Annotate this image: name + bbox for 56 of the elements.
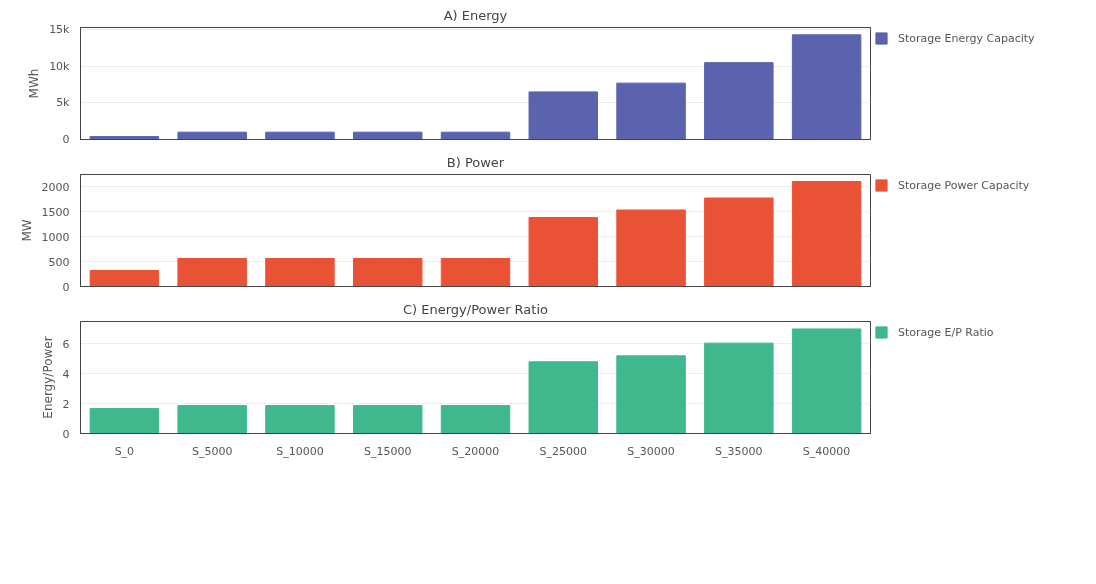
chart-title: A) Energy: [443, 7, 508, 23]
y-axis-title: Energy/Power: [40, 336, 55, 419]
y-tick-label: 15k: [49, 23, 71, 37]
bar: [528, 361, 599, 434]
x-tick-label: S_15000: [363, 444, 412, 458]
bar: [352, 131, 423, 140]
x-tick-label: S_25000: [539, 444, 588, 458]
bar: [616, 355, 686, 434]
bar: [177, 258, 247, 287]
bar: [265, 258, 335, 287]
x-tick-label: S_35000: [715, 444, 763, 458]
y-tick-label: 2000: [41, 180, 70, 194]
x-tick-label: S_5000: [191, 444, 233, 458]
x-tick-label: S_40000: [802, 444, 851, 458]
y-tick-label: 2: [62, 397, 70, 411]
bar: [177, 131, 247, 140]
bar: [704, 62, 774, 140]
y-tick-label: 1500: [41, 205, 70, 219]
y-tick-label: 0: [62, 280, 70, 294]
y-axis-title: MWh: [27, 68, 42, 99]
x-tick-label: S_30000: [627, 444, 675, 458]
bar: [440, 405, 511, 434]
y-tick-label: 10k: [49, 59, 71, 73]
legend-label: Storage Power Capacity: [898, 178, 1030, 192]
chart-title: B) Power: [446, 154, 505, 170]
bar: [89, 408, 160, 434]
x-tick-label: S_20000: [451, 444, 500, 458]
bar: [177, 405, 247, 434]
y-tick-label: 5k: [56, 96, 71, 110]
bar: [616, 82, 686, 140]
y-tick-label: 500: [48, 255, 70, 269]
bar: [528, 91, 599, 140]
y-tick-label: 4: [62, 367, 70, 381]
bar: [704, 197, 774, 287]
bar: [528, 217, 599, 287]
bar: [791, 34, 862, 140]
bar: [616, 209, 686, 287]
bar: [791, 328, 862, 434]
bar: [791, 181, 862, 287]
x-tick-label: S_0: [114, 444, 135, 458]
bar: [440, 258, 511, 287]
bar: [265, 131, 335, 140]
y-tick-label: 0: [62, 427, 70, 441]
legend-label: Storage E/P Ratio: [898, 325, 994, 339]
y-tick-label: 6: [62, 337, 70, 351]
bar: [704, 342, 774, 434]
bar: [89, 270, 160, 287]
x-tick-label: S_10000: [276, 444, 324, 458]
legend-label: Storage Energy Capacity: [898, 31, 1035, 45]
y-tick-label: 0: [62, 133, 70, 146]
bar: [352, 258, 423, 287]
bar: [352, 405, 423, 434]
y-axis-title: MW: [19, 219, 34, 242]
chart-title: C) Energy/Power Ratio: [403, 301, 549, 317]
y-tick-label: 1000: [41, 230, 70, 244]
bar: [265, 405, 335, 434]
